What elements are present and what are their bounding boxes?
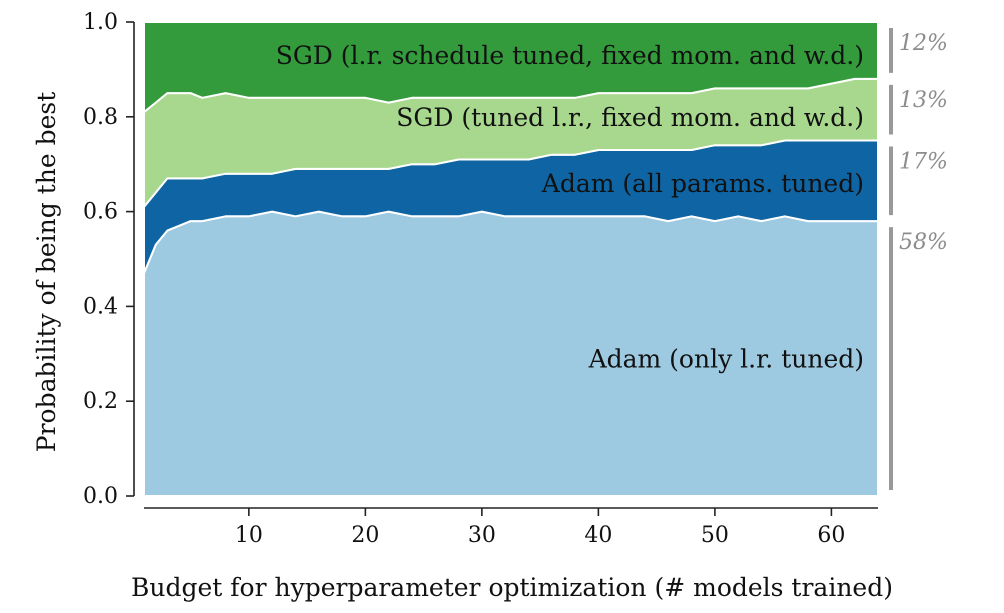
y-tick-label: 0.4 [83, 294, 118, 319]
series-label-3: SGD (tuned l.r., fixed mom. and w.d.) [396, 103, 864, 132]
share-label-4: 12% [899, 31, 948, 56]
series-label-2: Adam (all params. tuned) [541, 169, 864, 198]
x-ticks: 10 20 30 40 50 60 [235, 508, 845, 548]
x-tick-label: 60 [817, 523, 845, 548]
y-tick-label: 1.0 [83, 10, 118, 35]
y-tick-label: 0.8 [83, 105, 118, 130]
x-tick-label: 50 [701, 523, 729, 548]
share-label-3: 13% [899, 88, 948, 113]
area-layer [143, 21, 879, 497]
x-tick-label: 40 [584, 523, 612, 548]
x-tick-label: 30 [468, 523, 496, 548]
y-tick-label: 0.6 [83, 200, 118, 225]
x-axis-title: Budget for hyperparameter optimization (… [131, 573, 893, 602]
axes [133, 22, 878, 509]
y-axis-title: Probability of being the best [32, 92, 61, 453]
x-tick-label: 20 [351, 523, 379, 548]
y-tick-label: 0.2 [83, 389, 118, 414]
series-labels: Adam (only l.r. tuned) Adam (all params. … [276, 41, 864, 373]
share-bars: 58% 17% 13% 12% [889, 28, 948, 490]
series-label-1: Adam (only l.r. tuned) [588, 345, 864, 374]
share-label-1: 58% [899, 230, 948, 255]
y-ticks: 0.0 0.2 0.4 0.6 0.8 1.0 [83, 10, 134, 509]
area-series-4 [143, 21, 879, 114]
series-label-4: SGD (l.r. schedule tuned, fixed mom. and… [276, 41, 864, 70]
y-tick-label: 0.0 [83, 484, 118, 509]
x-tick-label: 10 [235, 523, 263, 548]
share-label-2: 17% [899, 150, 948, 175]
